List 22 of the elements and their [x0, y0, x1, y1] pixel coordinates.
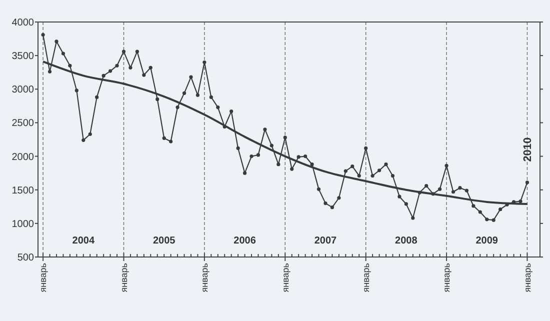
y-tick-label: 3500: [12, 51, 34, 62]
x-tick-label: январь: [522, 262, 532, 292]
annotation: 2009: [476, 236, 498, 246]
y-tick-label: 1000: [12, 218, 34, 230]
y-tick-label: 2500: [12, 118, 34, 130]
x-tick-label: январь: [280, 262, 290, 292]
annotation: 2005: [152, 236, 176, 246]
annotation: 2008: [395, 236, 418, 246]
x-tick-label: январь: [442, 262, 452, 292]
y-tick-label: 500: [17, 252, 34, 264]
x-tick-label: январь: [200, 262, 210, 292]
annotation: 2010: [522, 137, 534, 162]
annotation: 2004: [72, 236, 95, 246]
x-tick-label: январь: [118, 262, 129, 292]
y-tick-label: 1500: [12, 185, 34, 196]
annotation: 2007: [314, 236, 338, 246]
x-tick-label: январь: [360, 262, 371, 292]
annotation: 2006: [234, 236, 256, 246]
y-tick-label: 4000: [12, 18, 34, 28]
y-tick-label: 2000: [12, 152, 34, 163]
y-tick-label: 3000: [12, 84, 34, 96]
x-tick-label: январь: [38, 262, 48, 292]
